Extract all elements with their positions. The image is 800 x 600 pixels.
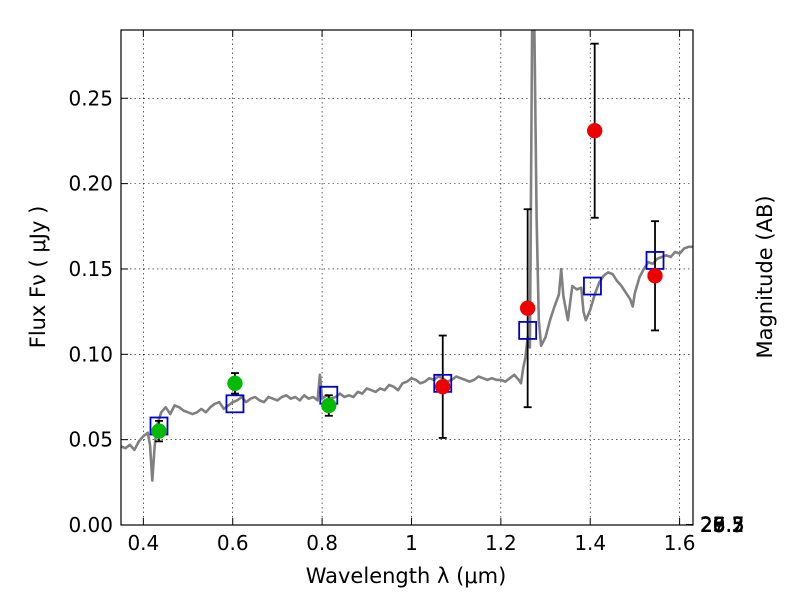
x-tick-label: 0.6 (217, 531, 249, 555)
y2-tick-label: 26.2 (700, 513, 745, 537)
y2-tick-label: 26 (700, 513, 725, 537)
y2-tick-label: 28 (700, 513, 725, 537)
spectrum-line (121, 30, 693, 482)
x-tick-label: 1.6 (664, 531, 696, 555)
red-data-point (586, 122, 603, 139)
model-square-marker (225, 394, 245, 414)
y2-tick-label: 25.7 (700, 513, 745, 537)
y2-tick-label: 26.5 (700, 513, 745, 537)
y2-tick-label: 25.3 (700, 513, 745, 537)
red-data-point (647, 268, 663, 284)
green-data-point (151, 423, 167, 439)
x-tick-label: 0.8 (306, 531, 338, 555)
red-data-point (519, 300, 536, 316)
spectrum-layer (121, 30, 693, 482)
y-tick-label: 0.15 (68, 257, 113, 281)
y2-tick-label: 29 (700, 513, 725, 537)
y2-tick-label: 27.5 (700, 513, 745, 537)
x-tick-label: 1 (405, 531, 418, 555)
y-tick-label: 0.25 (68, 86, 113, 110)
y-tick-label: 0.20 (68, 172, 113, 196)
model-square-marker (518, 321, 538, 340)
y-axis-label: Flux Fν ( μJy ) (26, 206, 50, 349)
y2-axis-label: Magnitude (AB) (753, 195, 777, 358)
x-tick-label: 1.2 (485, 531, 517, 555)
y-tick-label: 0.10 (68, 342, 113, 366)
y2-tick-label: 27 (700, 513, 725, 537)
red-data-point (435, 378, 451, 395)
grid-lines (121, 30, 693, 526)
green-data-point (227, 375, 243, 392)
green-data-point (321, 397, 337, 414)
y2-tick-label: 25.5 (700, 513, 745, 537)
x-axis-label: Wavelength λ (μm) (306, 564, 507, 588)
detection-point-layer (151, 122, 663, 439)
plot-frame (120, 29, 694, 526)
axis-ticks: 0.4 0.6 0.8 1 1.2 1.4 1.6 0.00 0.05 0.10 0.15 0.20 0… (68, 30, 745, 555)
y-tick-label: 0.00 (68, 513, 113, 537)
x-tick-label: 1.4 (574, 531, 606, 555)
model-square-marker (583, 276, 602, 296)
y-tick-label: 0.05 (68, 428, 113, 452)
x-tick-label: 0.4 (127, 531, 159, 555)
